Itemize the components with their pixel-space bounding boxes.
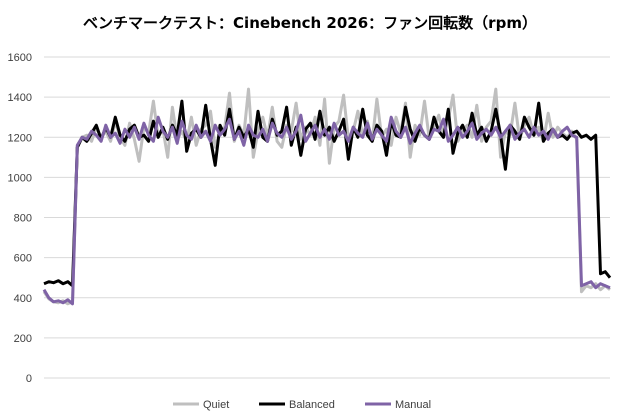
y-tick-label: 1000 [8, 172, 32, 184]
y-tick-label: 1600 [8, 52, 32, 64]
legend-label: Quiet [203, 399, 229, 411]
y-tick-label: 800 [14, 213, 32, 225]
legend-label: Manual [395, 399, 431, 411]
gridlines [44, 56, 610, 379]
legend-item-balanced: Balanced [259, 399, 335, 411]
series-line-manual [42, 113, 611, 306]
chart-title: ベンチマークテスト：Cinebench 2026：ファン回転数（rpm） [83, 14, 537, 32]
y-tick-label: 0 [26, 373, 32, 385]
y-tick-label: 400 [14, 293, 32, 305]
y-tick-label: 1200 [8, 132, 32, 144]
series-lines [42, 87, 612, 306]
y-tick-label: 600 [14, 253, 32, 265]
legend-item-quiet: Quiet [173, 399, 229, 411]
legend-item-manual: Manual [365, 399, 431, 411]
y-axis-ticks: 0 200 400 600 800 1000 1200 1400 1600 [8, 52, 32, 385]
legend-label: Balanced [289, 399, 335, 411]
y-tick-label: 200 [14, 333, 32, 345]
legend: Quiet Balanced Manual [173, 399, 431, 411]
y-tick-label: 1400 [8, 92, 32, 104]
